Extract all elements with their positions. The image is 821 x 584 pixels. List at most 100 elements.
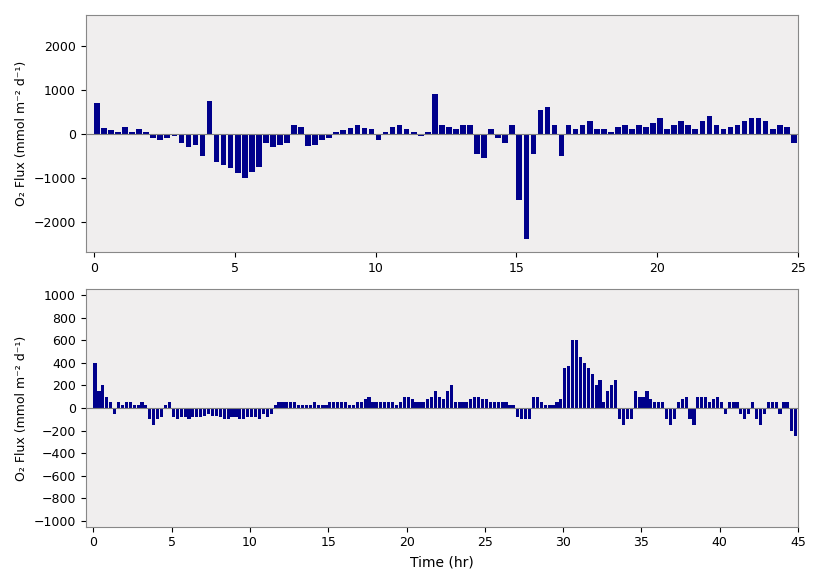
Bar — [211, 408, 214, 416]
Bar — [798, 402, 801, 408]
Bar — [460, 125, 466, 134]
Bar — [629, 129, 635, 134]
Bar — [270, 134, 276, 147]
Bar — [312, 134, 318, 145]
Bar — [150, 134, 156, 138]
Bar — [266, 408, 268, 417]
Bar — [371, 402, 374, 408]
Bar — [461, 402, 465, 408]
Bar — [158, 134, 163, 140]
Bar — [101, 128, 107, 134]
Bar — [630, 408, 633, 419]
Bar — [759, 408, 762, 425]
Bar — [794, 408, 797, 436]
Bar — [782, 402, 786, 408]
Bar — [538, 110, 544, 134]
Bar — [328, 402, 332, 408]
Bar — [481, 399, 484, 408]
Bar — [791, 134, 796, 142]
Bar — [615, 127, 621, 134]
Bar — [665, 408, 668, 419]
Bar — [614, 380, 617, 408]
Bar — [735, 125, 741, 134]
Bar — [575, 340, 578, 408]
Bar — [133, 405, 135, 408]
Bar — [720, 402, 723, 408]
Bar — [812, 127, 818, 134]
Bar — [140, 402, 144, 408]
Bar — [376, 134, 381, 140]
Bar — [439, 125, 445, 134]
Bar — [250, 408, 253, 417]
Bar — [798, 134, 804, 147]
Bar — [419, 402, 421, 408]
Y-axis label: O₂ Flux (mmol m⁻² d⁻¹): O₂ Flux (mmol m⁻² d⁻¹) — [15, 61, 28, 206]
Bar — [567, 366, 571, 408]
Bar — [364, 399, 367, 408]
Bar — [495, 134, 501, 138]
Bar — [262, 408, 265, 413]
Bar — [387, 402, 390, 408]
Bar — [187, 408, 190, 419]
Bar — [791, 408, 793, 430]
Bar — [810, 402, 813, 408]
Bar — [172, 134, 177, 136]
Bar — [756, 119, 761, 134]
Bar — [778, 408, 782, 413]
Bar — [368, 397, 370, 408]
Bar — [136, 405, 140, 408]
Bar — [415, 402, 418, 408]
Bar — [713, 125, 719, 134]
Y-axis label: O₂ Flux (mmol m⁻² d⁻¹): O₂ Flux (mmol m⁻² d⁻¹) — [15, 335, 28, 481]
Bar — [771, 402, 774, 408]
Bar — [559, 134, 564, 156]
Bar — [410, 131, 416, 134]
Bar — [658, 119, 663, 134]
Bar — [291, 125, 297, 134]
Bar — [109, 402, 112, 408]
Bar — [819, 129, 821, 134]
Bar — [258, 408, 261, 419]
Bar — [101, 385, 104, 408]
Bar — [536, 397, 539, 408]
Bar — [167, 402, 171, 408]
Bar — [643, 127, 649, 134]
Bar — [282, 402, 285, 408]
Bar — [122, 127, 128, 134]
Bar — [736, 402, 739, 408]
Bar — [301, 405, 304, 408]
Bar — [228, 134, 233, 168]
Bar — [269, 408, 273, 413]
Bar — [213, 134, 219, 162]
Bar — [608, 131, 613, 134]
Bar — [622, 408, 625, 425]
Bar — [320, 405, 323, 408]
Bar — [502, 134, 508, 142]
Bar — [467, 125, 473, 134]
Bar — [654, 402, 656, 408]
Bar — [599, 380, 602, 408]
Bar — [475, 134, 479, 154]
Bar — [530, 134, 536, 154]
Bar — [699, 120, 705, 134]
Bar — [689, 408, 691, 419]
Bar — [743, 408, 746, 419]
Bar — [442, 399, 445, 408]
Bar — [539, 402, 543, 408]
Bar — [399, 402, 402, 408]
Bar — [818, 408, 821, 413]
Bar — [242, 134, 248, 178]
Bar — [510, 125, 515, 134]
Bar — [341, 130, 346, 134]
Bar — [544, 405, 547, 408]
Bar — [544, 107, 550, 134]
Bar — [352, 405, 355, 408]
Bar — [164, 405, 167, 408]
Bar — [552, 405, 555, 408]
Bar — [430, 397, 433, 408]
Bar — [587, 369, 589, 408]
Bar — [242, 408, 245, 419]
Bar — [501, 402, 504, 408]
Bar — [108, 130, 114, 134]
Bar — [333, 402, 336, 408]
